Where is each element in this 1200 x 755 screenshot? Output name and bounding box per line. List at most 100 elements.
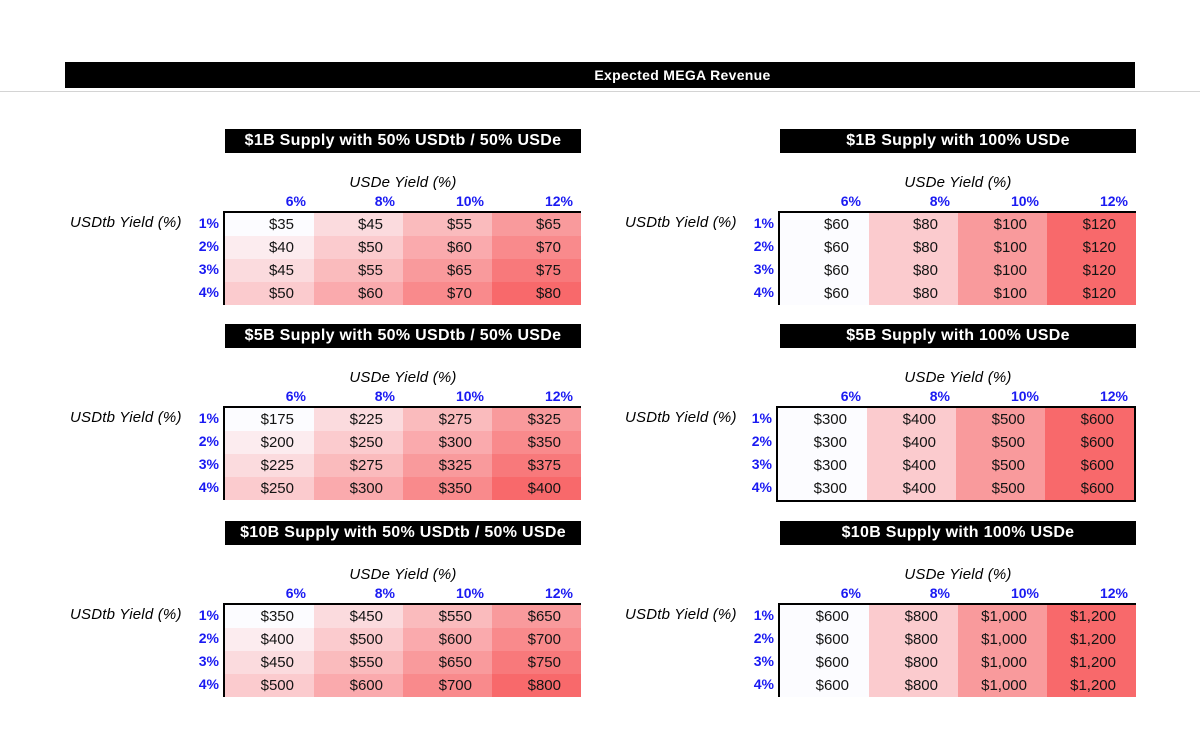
row-header: 3% bbox=[198, 260, 219, 277]
heat-cell: $60 bbox=[780, 282, 869, 305]
row-header-cell: 2% bbox=[70, 626, 223, 649]
row-header-cell: 3% bbox=[625, 452, 776, 475]
row-header-cell: 2% bbox=[625, 626, 778, 649]
row-header: 1% bbox=[753, 606, 774, 623]
heat-cell: $600 bbox=[780, 628, 869, 651]
heatmap-grid: $600 $800 $1,000 $1,200 $600 $800 $1,000 $1,200… bbox=[778, 603, 1136, 697]
row-header-cell: USDtb Yield (%) 1% bbox=[70, 406, 223, 429]
col-axis-label: USDe Yield (%) bbox=[349, 174, 457, 191]
row-header-cell: 3% bbox=[70, 257, 223, 280]
heat-cell: $120 bbox=[1047, 213, 1136, 236]
heat-cell: $100 bbox=[958, 213, 1047, 236]
heat-cell: $50 bbox=[225, 282, 314, 305]
heat-cell: $800 bbox=[869, 674, 958, 697]
heat-cell: $55 bbox=[314, 259, 403, 282]
heatmap-grid: $175 $225 $275 $325 $200 $250 $300 $350 $225 $275… bbox=[223, 406, 581, 500]
heat-cell: $500 bbox=[225, 674, 314, 697]
row-axis-label: USDtb Yield (%) bbox=[70, 606, 182, 623]
row-axis-label: USDtb Yield (%) bbox=[625, 214, 737, 231]
table-title: $5B Supply with 50% USDtb / 50% USDe bbox=[225, 324, 581, 348]
col-headers: 6% 8% 10% 12% bbox=[780, 192, 1136, 211]
heatmap-grid: $35 $45 $55 $65 $40 $50 $60 $70 $45 $55 $65 $75 $50 $… bbox=[223, 211, 581, 305]
heat-cell: $300 bbox=[778, 477, 867, 500]
col-axis-label: USDe Yield (%) bbox=[904, 369, 1012, 386]
heat-cell: $60 bbox=[780, 213, 869, 236]
row-header-cell: 3% bbox=[70, 649, 223, 672]
heat-cell: $120 bbox=[1047, 282, 1136, 305]
heat-cell: $100 bbox=[958, 236, 1047, 259]
row-header-cell: USDtb Yield (%) 1% bbox=[625, 211, 778, 234]
row-header-cell: 4% bbox=[625, 280, 778, 303]
heat-cell: $700 bbox=[492, 628, 581, 651]
heat-cell: $500 bbox=[314, 628, 403, 651]
heat-cell: $600 bbox=[1045, 454, 1134, 477]
heat-cell: $800 bbox=[869, 605, 958, 628]
heat-cell: $550 bbox=[403, 605, 492, 628]
row-header-cell: 4% bbox=[70, 280, 223, 303]
heat-cell: $500 bbox=[956, 408, 1045, 431]
row-headers: USDtb Yield (%) 1% 2% 3% 4% bbox=[70, 211, 223, 303]
heat-cell: $600 bbox=[780, 674, 869, 697]
col-header: 10% bbox=[1010, 193, 1039, 209]
heatmap-grid: $350 $450 $550 $650 $400 $500 $600 $700 $450 $550… bbox=[223, 603, 581, 697]
col-header: 6% bbox=[285, 193, 306, 209]
revenue-table: $10B Supply with 100% USDe USDe Yield (%… bbox=[625, 521, 1136, 697]
row-header: 4% bbox=[753, 283, 774, 300]
col-axis-label: USDe Yield (%) bbox=[904, 566, 1012, 583]
heat-cell: $400 bbox=[867, 431, 956, 454]
row-header: 1% bbox=[753, 214, 774, 231]
heat-cell: $1,000 bbox=[958, 651, 1047, 674]
heat-cell: $500 bbox=[956, 454, 1045, 477]
heat-cell: $225 bbox=[314, 408, 403, 431]
table-body: USDtb Yield (%) 1% 2% 3% 4% $300 $400 $500 $600… bbox=[625, 406, 1136, 502]
heat-cell: $400 bbox=[867, 454, 956, 477]
row-header: 3% bbox=[753, 652, 774, 669]
heat-cell: $800 bbox=[492, 674, 581, 697]
row-header-cell: USDtb Yield (%) 1% bbox=[625, 406, 776, 429]
heat-cell: $300 bbox=[778, 454, 867, 477]
heat-cell: $225 bbox=[225, 454, 314, 477]
col-header: 10% bbox=[1010, 585, 1039, 601]
row-header-cell: 2% bbox=[625, 429, 776, 452]
heat-cell: $750 bbox=[492, 651, 581, 674]
heat-cell: $1,200 bbox=[1047, 628, 1136, 651]
row-header: 2% bbox=[753, 237, 774, 254]
row-header: 3% bbox=[198, 455, 219, 472]
table-title: $1B Supply with 50% USDtb / 50% USDe bbox=[225, 129, 581, 153]
heat-cell: $800 bbox=[869, 628, 958, 651]
heat-cell: $250 bbox=[314, 431, 403, 454]
heat-cell: $1,200 bbox=[1047, 605, 1136, 628]
heat-cell: $1,200 bbox=[1047, 674, 1136, 697]
revenue-table: $5B Supply with 100% USDe USDe Yield (%)… bbox=[625, 324, 1136, 502]
col-headers: 6% 8% 10% 12% bbox=[780, 584, 1136, 603]
row-header-cell: USDtb Yield (%) 1% bbox=[70, 211, 223, 234]
heat-cell: $1,200 bbox=[1047, 651, 1136, 674]
row-header-cell: 4% bbox=[625, 475, 776, 498]
row-header-cell: 3% bbox=[625, 257, 778, 280]
col-header: 12% bbox=[544, 585, 573, 601]
row-axis-label: USDtb Yield (%) bbox=[625, 409, 737, 426]
table-title: $10B Supply with 100% USDe bbox=[780, 521, 1136, 545]
col-header: 6% bbox=[285, 388, 306, 404]
heat-cell: $200 bbox=[225, 431, 314, 454]
heat-cell: $400 bbox=[492, 477, 581, 500]
revenue-table: $5B Supply with 50% USDtb / 50% USDe USD… bbox=[70, 324, 581, 502]
heat-cell: $1,000 bbox=[958, 628, 1047, 651]
col-header: 6% bbox=[840, 193, 861, 209]
heat-cell: $45 bbox=[314, 213, 403, 236]
row-header-cell: USDtb Yield (%) 1% bbox=[70, 603, 223, 626]
heat-cell: $50 bbox=[314, 236, 403, 259]
col-header: 6% bbox=[840, 388, 861, 404]
heat-cell: $300 bbox=[403, 431, 492, 454]
row-header: 2% bbox=[198, 237, 219, 254]
heat-cell: $80 bbox=[869, 213, 958, 236]
table-title: $5B Supply with 100% USDe bbox=[780, 324, 1136, 348]
heat-cell: $175 bbox=[225, 408, 314, 431]
col-axis-label: USDe Yield (%) bbox=[349, 369, 457, 386]
row-headers: USDtb Yield (%) 1% 2% 3% 4% bbox=[70, 406, 223, 498]
col-headers: 6% 8% 10% 12% bbox=[780, 387, 1136, 406]
row-header-cell: USDtb Yield (%) 1% bbox=[625, 603, 778, 626]
col-headers: 6% 8% 10% 12% bbox=[225, 387, 581, 406]
col-header: 8% bbox=[374, 585, 395, 601]
row-header: 2% bbox=[753, 629, 774, 646]
